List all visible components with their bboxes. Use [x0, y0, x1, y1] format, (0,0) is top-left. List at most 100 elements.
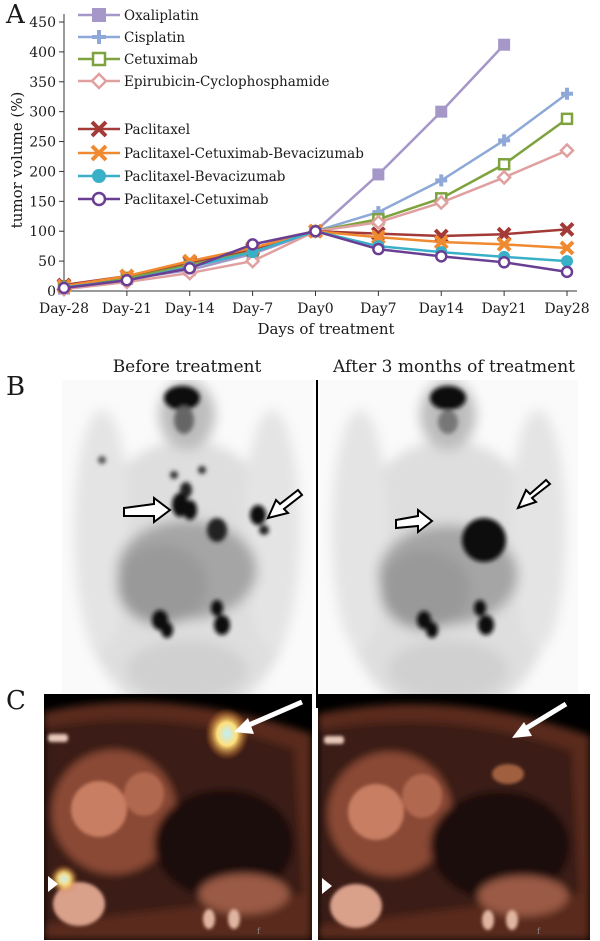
arrow-icon — [516, 478, 552, 510]
data-point — [92, 8, 106, 22]
y-tick-label: 150 — [29, 194, 56, 210]
series-paclitaxel-cetuximab — [57, 224, 574, 295]
panel-letter-a: A — [6, 0, 25, 30]
chart-legend: Oxaliplatin Cisplatin Cetuximab Epirubicin-… — [78, 8, 364, 208]
data-point — [559, 222, 575, 237]
y-tick-label: 100 — [29, 224, 56, 240]
data-point — [497, 256, 511, 269]
panel-letter-b: B — [6, 372, 26, 402]
x-tick-label: Day14 — [419, 301, 464, 317]
legend-label: Cisplatin — [124, 30, 185, 46]
legend-label: Paclitaxel — [124, 122, 190, 138]
y-tick-label: 350 — [29, 75, 56, 91]
pet-image-before — [62, 380, 313, 708]
data-point — [496, 236, 512, 252]
legend-entry: Paclitaxel-Cetuximab — [78, 191, 269, 208]
legend-entry: Cisplatin — [78, 30, 185, 46]
y-tick-label: 0 — [47, 284, 56, 300]
chart-axes — [63, 14, 577, 292]
data-point — [561, 87, 573, 100]
legend-label: Epirubicin-Cyclophosphamide — [124, 74, 330, 90]
y-tick-label: 50 — [38, 254, 56, 270]
data-point — [90, 144, 108, 162]
arrowhead-icon — [48, 876, 58, 892]
ct-corner-label: f — [537, 927, 540, 936]
legend-label: Oxaliplatin — [124, 8, 199, 24]
pet-caption-before: Before treatment — [112, 357, 262, 377]
data-point — [372, 168, 385, 181]
ct-image-before: f — [44, 694, 312, 940]
y-tick-label: 300 — [29, 105, 56, 121]
data-point — [498, 38, 511, 51]
pet-divider — [316, 380, 318, 708]
series-cisplatin — [58, 87, 573, 295]
ct-image-after: f — [318, 694, 590, 940]
data-point — [370, 229, 386, 245]
panel-letter-c: C — [6, 686, 26, 716]
y-axis-title: tumor volume (%) — [8, 92, 26, 229]
data-point — [183, 262, 196, 275]
data-point — [244, 253, 261, 269]
x-tick-label: Day7 — [360, 301, 396, 317]
legend-label: Cetuximab — [124, 52, 198, 68]
legend-entry: Paclitaxel — [78, 120, 190, 138]
data-point — [92, 169, 106, 183]
arrow-icon — [234, 699, 303, 734]
tumor-volume-chart: 0 50 100 150 200 250 300 350 400 450 Day-28 Day-21 D… — [8, 8, 590, 338]
data-point — [435, 174, 448, 187]
pet-image-after — [320, 380, 578, 708]
data-point — [372, 206, 385, 219]
chart-ticks: 0 50 100 150 200 250 300 350 400 450 Day-28 Day-21 D… — [29, 15, 589, 317]
y-tick-label: 250 — [29, 135, 56, 151]
legend-entry: Oxaliplatin — [78, 8, 199, 24]
data-point — [433, 194, 450, 211]
pet-caption-after: After 3 months of treatment — [332, 357, 575, 377]
arrowhead-icon — [322, 878, 332, 894]
x-tick-label: Day21 — [481, 301, 526, 317]
series-epirubicin-cyclophosphamide — [56, 142, 575, 297]
data-point — [435, 250, 448, 263]
data-point — [90, 120, 108, 138]
y-tick-label: 200 — [29, 164, 56, 180]
data-point — [90, 72, 108, 90]
data-point — [91, 51, 107, 67]
y-tick-label: 400 — [29, 45, 56, 61]
data-point — [560, 112, 574, 126]
data-point — [560, 265, 574, 279]
data-point — [370, 214, 387, 231]
data-point — [559, 142, 575, 159]
arrow-icon — [395, 507, 434, 535]
ct-corner-label: f — [257, 927, 260, 936]
data-point — [435, 105, 448, 118]
arrow-icon — [512, 701, 568, 738]
data-point — [561, 255, 573, 268]
data-point — [92, 30, 106, 44]
arrow-icon — [266, 488, 304, 520]
data-point — [372, 242, 385, 256]
arrow-icon — [123, 496, 172, 524]
legend-label: Paclitaxel-Cetuximab — [124, 192, 269, 208]
data-point — [433, 234, 449, 250]
data-point — [91, 191, 107, 207]
data-point — [309, 224, 322, 238]
legend-entry: Paclitaxel-Cetuximab-Bevacizumab — [78, 144, 364, 162]
legend-entry: Paclitaxel-Bevacizumab — [78, 169, 285, 185]
chart-series — [56, 38, 575, 297]
legend-entry: Cetuximab — [78, 51, 198, 68]
x-tick-label: Day28 — [544, 301, 589, 317]
x-tick-label: Day-7 — [232, 301, 273, 317]
x-tick-label: Day-14 — [165, 301, 215, 317]
legend-label: Paclitaxel-Bevacizumab — [124, 169, 285, 185]
x-tick-label: Day0 — [297, 301, 333, 317]
data-point — [496, 169, 512, 186]
data-point — [498, 134, 511, 147]
legend-entry: Epirubicin-Cyclophosphamide — [78, 72, 330, 90]
legend-label: Paclitaxel-Cetuximab-Bevacizumab — [124, 146, 364, 162]
data-point — [246, 238, 259, 251]
data-point — [559, 240, 575, 256]
x-axis-title: Days of treatment — [257, 320, 394, 338]
x-tick-label: Day-28 — [39, 301, 89, 317]
data-point — [120, 273, 134, 287]
y-tick-label: 450 — [29, 15, 56, 31]
data-point — [497, 158, 511, 171]
